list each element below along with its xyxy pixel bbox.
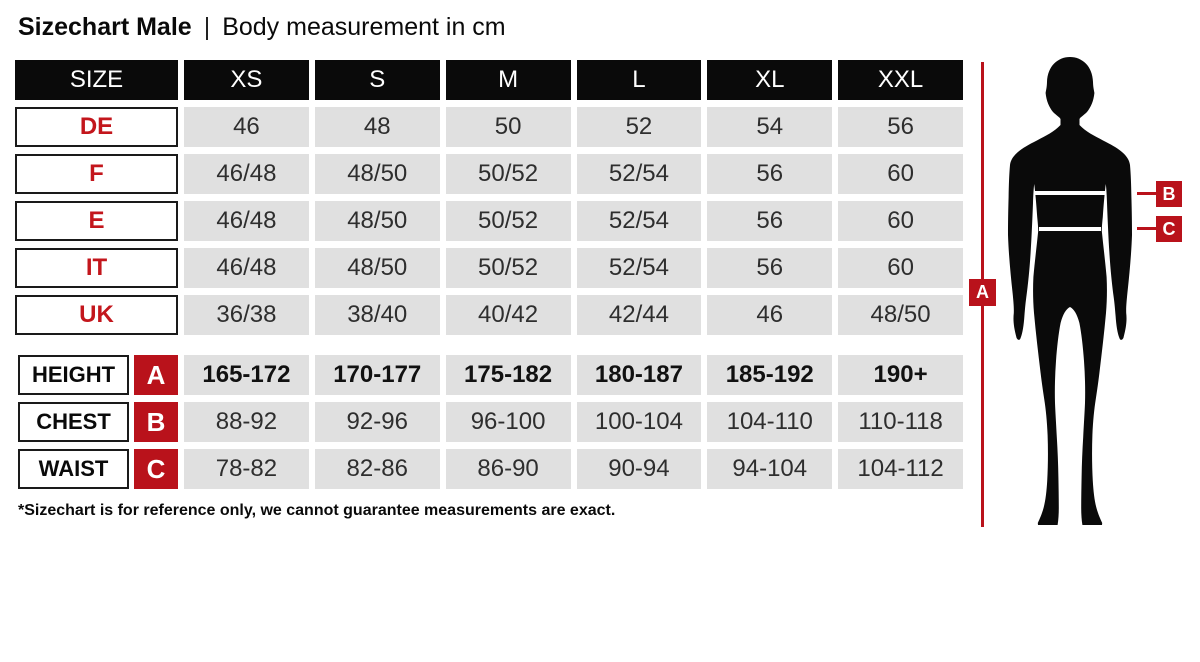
row-label-height: HEIGHT A: [15, 355, 178, 395]
header-xs: XS: [184, 60, 309, 100]
cell-height-l: 180-187: [576, 355, 702, 395]
cell-chest-m: 96-100: [445, 402, 571, 442]
cell-height-m: 175-182: [445, 355, 571, 395]
figure-chest-badge: B: [1156, 181, 1182, 207]
height-label: HEIGHT: [18, 355, 129, 395]
cell-waist-xxl: 104-112: [838, 449, 963, 489]
cell-e-xl: 56: [707, 201, 833, 241]
cell-e-m: 50/52: [445, 201, 571, 241]
waist-letter-badge: C: [134, 449, 178, 489]
chest-letter-badge: B: [134, 402, 178, 442]
chest-label: CHEST: [18, 402, 129, 442]
cell-it-m: 50/52: [445, 248, 571, 288]
page-title: Sizechart Male | Body measurement in cm: [18, 13, 506, 42]
cell-uk-l: 42/44: [576, 295, 702, 335]
cell-f-s: 48/50: [314, 154, 440, 194]
cell-uk-xl: 46: [707, 295, 833, 335]
cell-e-s: 48/50: [314, 201, 440, 241]
cell-chest-s: 92-96: [314, 402, 440, 442]
header-xl: XL: [707, 60, 833, 100]
cell-it-xl: 56: [707, 248, 833, 288]
cell-waist-xs: 78-82: [184, 449, 309, 489]
cell-waist-xl: 94-104: [707, 449, 833, 489]
waist-label: WAIST: [18, 449, 129, 489]
male-body-silhouette: [1008, 57, 1132, 525]
cell-f-l: 52/54: [576, 154, 702, 194]
cell-waist-l: 90-94: [576, 449, 702, 489]
cell-height-xs: 165-172: [184, 355, 309, 395]
header-s: S: [314, 60, 440, 100]
cell-height-s: 170-177: [314, 355, 440, 395]
figure-height-badge: A: [969, 279, 996, 306]
cell-height-xxl: 190+: [838, 355, 963, 395]
cell-de-m: 50: [445, 107, 571, 147]
row-label-f: F: [15, 154, 178, 194]
row-label-it: IT: [15, 248, 178, 288]
cell-de-l: 52: [576, 107, 702, 147]
disclaimer-text: *Sizechart is for reference only, we can…: [18, 502, 616, 519]
cell-e-xs: 46/48: [184, 201, 309, 241]
title-main: Sizechart Male: [18, 13, 192, 41]
cell-de-s: 48: [314, 107, 440, 147]
cell-waist-s: 82-86: [314, 449, 440, 489]
cell-uk-xs: 36/38: [184, 295, 309, 335]
chest-connector-line: [1137, 192, 1157, 195]
cell-waist-m: 86-90: [445, 449, 571, 489]
waist-connector-line: [1137, 227, 1157, 230]
header-m: M: [445, 60, 571, 100]
cell-de-xs: 46: [184, 107, 309, 147]
cell-it-xs: 46/48: [184, 248, 309, 288]
title-subtitle: Body measurement in cm: [222, 13, 506, 41]
waist-measure-line: [1039, 227, 1101, 231]
cell-uk-xxl: 48/50: [838, 295, 963, 335]
cell-it-s: 48/50: [314, 248, 440, 288]
body-figure: A B C: [960, 55, 1200, 533]
cell-uk-m: 40/42: [445, 295, 571, 335]
title-separator: |: [203, 13, 211, 41]
row-label-e: E: [15, 201, 178, 241]
cell-e-l: 52/54: [576, 201, 702, 241]
cell-chest-xxl: 110-118: [838, 402, 963, 442]
cell-chest-l: 100-104: [576, 402, 702, 442]
height-letter-badge: A: [134, 355, 178, 395]
header-size: SIZE: [15, 60, 178, 100]
cell-e-xxl: 60: [838, 201, 963, 241]
cell-height-xl: 185-192: [707, 355, 833, 395]
cell-f-xxl: 60: [838, 154, 963, 194]
row-label-de: DE: [15, 107, 178, 147]
size-chart-table: SIZE XS S M L XL XXL DE 46 48 50 52 54 5…: [15, 60, 963, 489]
cell-chest-xl: 104-110: [707, 402, 833, 442]
cell-f-m: 50/52: [445, 154, 571, 194]
cell-it-l: 52/54: [576, 248, 702, 288]
header-xxl: XXL: [838, 60, 963, 100]
cell-f-xl: 56: [707, 154, 833, 194]
cell-it-xxl: 60: [838, 248, 963, 288]
row-label-chest: CHEST B: [15, 402, 178, 442]
row-label-uk: UK: [15, 295, 178, 335]
figure-waist-badge: C: [1156, 216, 1182, 242]
cell-uk-s: 38/40: [314, 295, 440, 335]
row-label-waist: WAIST C: [15, 449, 178, 489]
table-section-divider: [15, 342, 963, 348]
chest-measure-line: [1035, 191, 1105, 195]
cell-f-xs: 46/48: [184, 154, 309, 194]
header-l: L: [576, 60, 702, 100]
cell-chest-xs: 88-92: [184, 402, 309, 442]
cell-de-xl: 54: [707, 107, 833, 147]
cell-de-xxl: 56: [838, 107, 963, 147]
